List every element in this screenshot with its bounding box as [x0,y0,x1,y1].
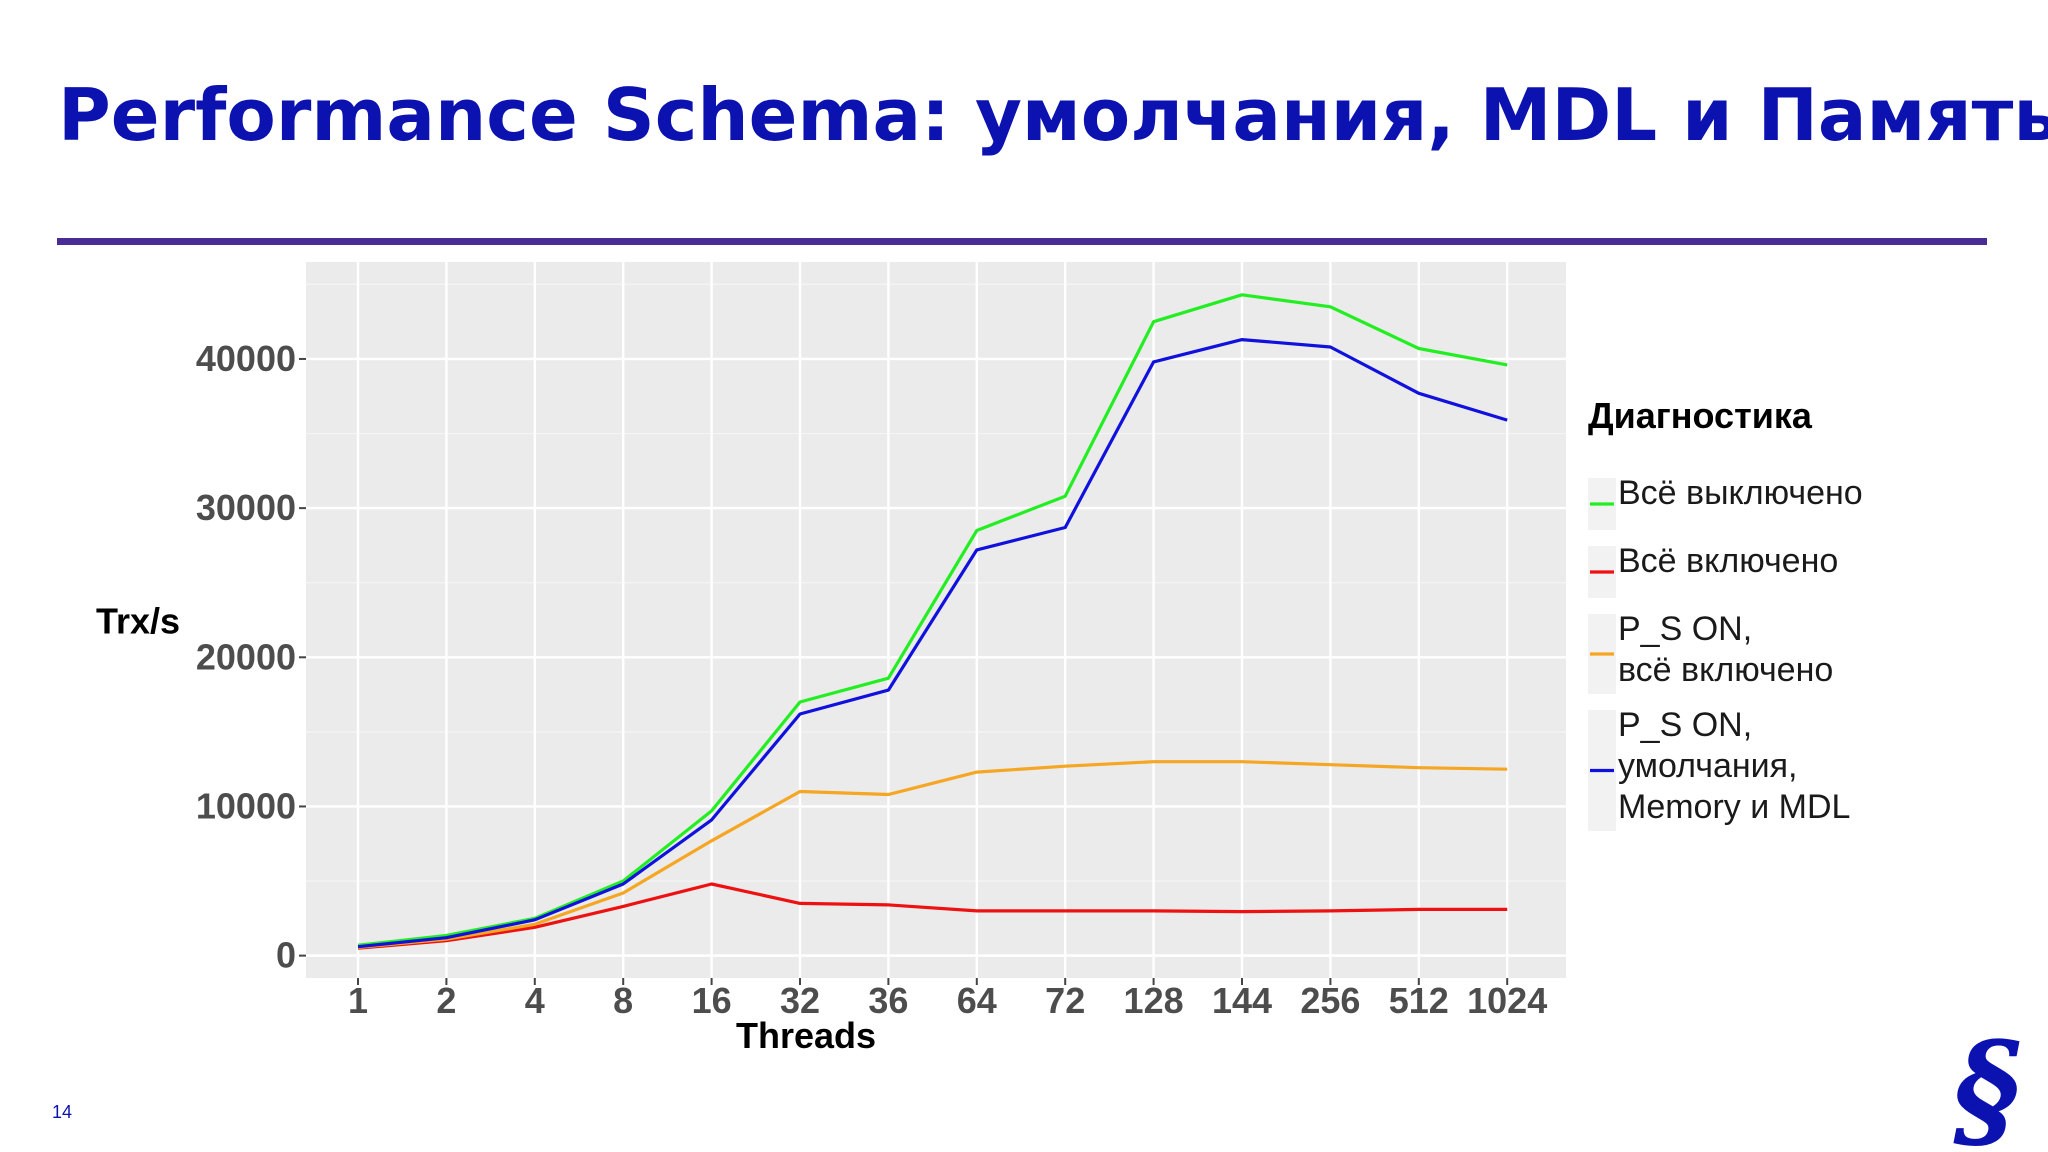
x-tick-label: 256 [1300,980,1360,1021]
x-tick-label: 144 [1212,980,1272,1021]
x-tick-label: 2 [436,980,456,1021]
x-tick-label: 4 [525,980,545,1021]
legend-label: P_S ON, [1618,610,1752,648]
x-tick-label: 1024 [1467,980,1547,1021]
y-tick-label: 0 [276,935,296,976]
section-sign-icon: § [1953,1026,2021,1146]
x-tick-label: 64 [957,980,997,1021]
x-tick-label: 72 [1045,980,1085,1021]
legend-label: Memory и MDL [1618,788,1850,826]
series-line-1 [357,293,1508,947]
slide-number: 14 [52,1102,73,1122]
series-line-3 [357,760,1508,949]
x-axis-title: Threads [736,1015,876,1056]
y-tick-label: 20000 [196,636,296,677]
legend-label: всё включено [1618,651,1833,689]
series-line-4 [357,338,1508,949]
x-tick-label: 8 [613,980,633,1021]
x-tick-label: 32 [780,980,820,1021]
legend-label: P_S ON, [1618,706,1752,744]
legend-label: Всё включено [1618,542,1838,580]
plot-panel [306,262,1566,978]
y-tick-label: 30000 [196,487,296,528]
x-tick-label: 128 [1124,980,1184,1021]
x-tick-label: 36 [868,980,908,1021]
slide-title: Performance Schema: умолчания, MDL и Пам… [58,73,2048,157]
legend-label: Всё выключено [1618,474,1863,512]
y-axis-title: Trx/s [96,600,180,641]
title-rule [57,238,1987,245]
x-tick-label: 16 [692,980,732,1021]
legend-title: Диагностика [1588,395,1813,436]
x-tick-label: 512 [1389,980,1449,1021]
y-tick-label: 40000 [196,338,296,379]
x-tick-label: 1 [348,980,368,1021]
series-line-2 [357,882,1508,950]
legend-label: умолчания, [1618,747,1798,785]
svg-text:§: § [1953,1026,2021,1146]
y-tick-label: 10000 [196,785,296,826]
